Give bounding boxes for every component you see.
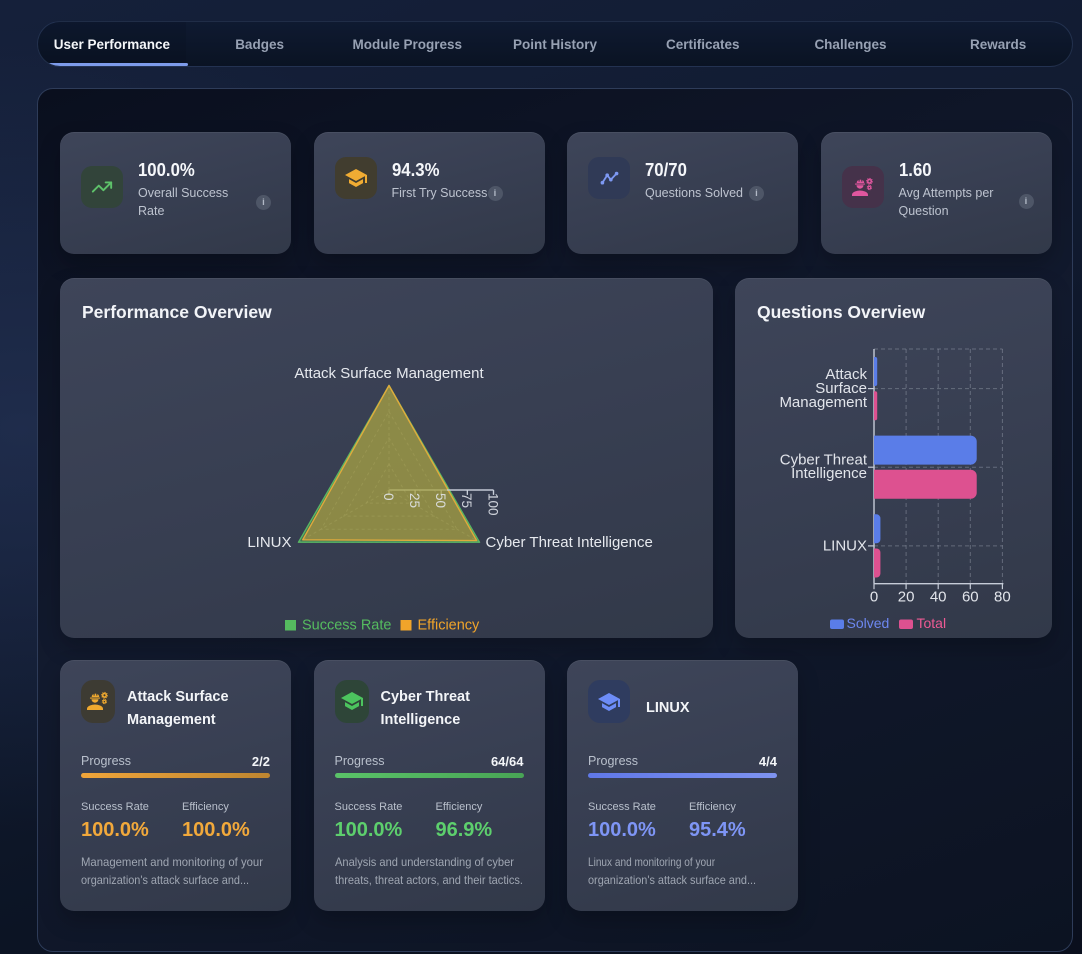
svg-text:Attack Surface Management: Attack Surface Management xyxy=(294,365,484,382)
svg-text:0: 0 xyxy=(870,589,878,606)
svg-text:Attack: Attack xyxy=(825,366,867,383)
svg-text:75: 75 xyxy=(459,493,474,508)
svg-text:LINUX: LINUX xyxy=(823,537,867,554)
svg-text:Intelligence: Intelligence xyxy=(791,465,867,482)
svg-text:40: 40 xyxy=(930,589,947,606)
svg-text:60: 60 xyxy=(962,589,979,606)
svg-text:Cyber Threat: Cyber Threat xyxy=(780,452,868,469)
svg-text:100: 100 xyxy=(485,493,500,516)
svg-text:50: 50 xyxy=(433,493,448,508)
svg-text:Management: Management xyxy=(779,394,867,411)
svg-text:0: 0 xyxy=(381,493,396,501)
svg-text:Surface: Surface xyxy=(815,380,867,397)
svg-text:Success Rate: Success Rate xyxy=(302,618,391,634)
svg-text:LINUX: LINUX xyxy=(247,534,291,551)
svg-text:20: 20 xyxy=(898,589,915,606)
svg-text:Solved: Solved xyxy=(847,615,890,631)
svg-text:Total: Total xyxy=(917,615,947,631)
svg-text:Efficiency: Efficiency xyxy=(418,618,481,634)
svg-text:80: 80 xyxy=(994,589,1011,606)
svg-text:Cyber Threat Intelligence: Cyber Threat Intelligence xyxy=(486,534,653,551)
svg-text:25: 25 xyxy=(407,493,422,508)
